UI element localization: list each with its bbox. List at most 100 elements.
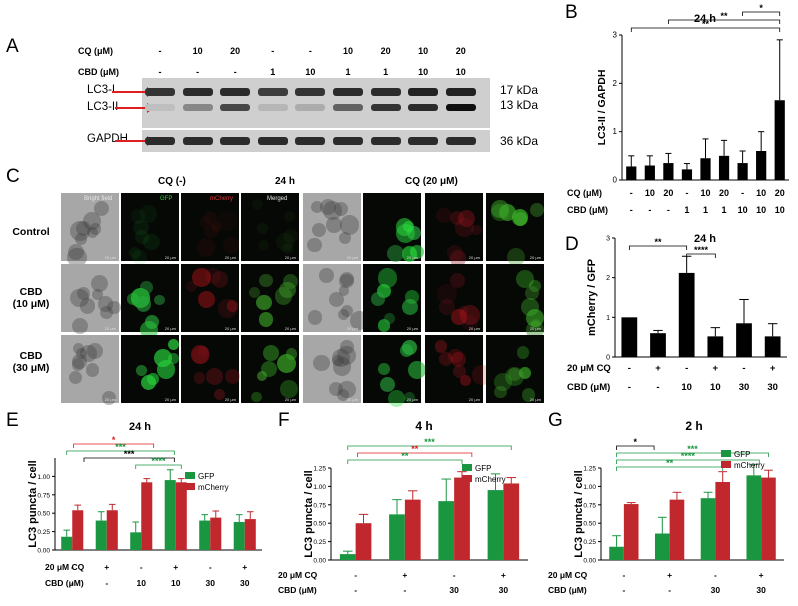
cell-blob	[506, 248, 525, 267]
cell-blob	[256, 294, 272, 311]
cq-value: -	[622, 570, 625, 580]
significance-label: ****	[694, 245, 709, 255]
cell-blob	[328, 291, 345, 308]
cq20-header: CQ (20 μM)	[405, 176, 458, 187]
significance-label: **	[666, 458, 674, 468]
cell-blob	[395, 218, 414, 236]
cell-blob	[258, 312, 274, 327]
panel-letter-d: D	[565, 234, 579, 255]
significance-bracket	[628, 245, 688, 250]
cbd-value: -	[105, 578, 108, 588]
cell-blob	[471, 224, 482, 236]
cell-blob	[326, 217, 342, 233]
cell-blob	[93, 201, 109, 217]
cq-lane-value: -	[308, 46, 312, 56]
cq-value: -	[453, 570, 456, 580]
lc3-blot	[142, 78, 490, 128]
bar	[644, 165, 655, 180]
cell-blob	[283, 273, 299, 289]
cell-blob	[516, 270, 535, 289]
cell-blob	[140, 320, 159, 339]
cq-value: -	[71, 562, 74, 572]
cell-blob	[139, 205, 158, 223]
cbd-value: 30	[711, 585, 721, 595]
bar	[233, 522, 245, 550]
cell-blob	[83, 212, 101, 231]
cbd-row-label: CBD (μM)	[567, 382, 610, 393]
cbd-value: -	[648, 205, 651, 215]
cell-blob	[448, 348, 464, 364]
bar	[700, 498, 716, 560]
cell-blob	[518, 366, 531, 379]
cell-blob	[438, 298, 456, 315]
cbd-lane-value: -	[158, 67, 162, 77]
cell-blob	[135, 296, 152, 312]
cell-blob	[79, 298, 96, 314]
cbd-row-label: CBD (μM)	[567, 205, 608, 215]
cell-blob	[72, 353, 88, 369]
cq-row-label: 20 μM CQ	[278, 570, 318, 580]
bar	[199, 520, 211, 550]
cell-blob	[101, 390, 116, 405]
scale-bar-label: 20 μm	[104, 397, 116, 402]
y-tick-label: 0.50	[37, 511, 50, 518]
micrograph: 20 μm	[61, 264, 121, 334]
y-tick-label: 3	[613, 31, 618, 40]
cell-blob	[307, 310, 323, 325]
y-tick-label: 0	[613, 176, 618, 185]
micrograph: 20 μm	[486, 193, 544, 267]
panel-letter-a: A	[6, 36, 19, 57]
band-gapdh	[408, 137, 439, 145]
cbd-row-label: CBD (μM)	[278, 585, 317, 595]
cq-value: 20	[719, 188, 729, 198]
cq-lane-value: 10	[342, 46, 353, 56]
significance-bracket	[357, 452, 473, 457]
bar	[663, 163, 674, 180]
cell-blob	[337, 309, 349, 321]
cbd-value: 30	[499, 585, 509, 595]
scale-bar-label: 20 μm	[406, 326, 418, 331]
y-tick-label: 0.50	[313, 521, 326, 528]
cbd-lane-value: 10	[418, 67, 429, 77]
cbd-value: 30	[756, 585, 766, 595]
cbd-value: -	[656, 382, 659, 393]
band-lc3ii	[408, 104, 439, 111]
cq-value: +	[655, 363, 661, 374]
cell-blob	[224, 368, 240, 385]
band-lc3i	[182, 88, 213, 96]
cell-blob	[218, 298, 238, 318]
cbd-row-label: CBD (μM)	[548, 585, 587, 595]
cell-blob	[494, 386, 507, 399]
cell-blob	[339, 273, 354, 289]
micrograph: 20 μm	[425, 335, 493, 403]
bar	[609, 546, 624, 560]
cbd-value: 10	[775, 205, 785, 215]
cell-blob	[339, 215, 359, 235]
significance-label: **	[702, 19, 710, 29]
significance-label: ***	[124, 449, 135, 459]
bar	[654, 533, 670, 560]
cell-blob	[85, 362, 100, 377]
cell-blob	[377, 268, 398, 288]
cell-blob	[307, 237, 322, 253]
band-gapdh	[445, 137, 476, 145]
cell-blob	[332, 357, 352, 376]
scale-bar-label: 20 μm	[529, 326, 541, 331]
cell-blob	[135, 365, 147, 376]
cell-blob	[79, 344, 97, 362]
band-gapdh	[370, 137, 401, 145]
cell-blob	[377, 319, 390, 332]
significance-bracket	[667, 19, 781, 24]
bar	[756, 151, 767, 180]
micrograph: 20 μm	[121, 264, 179, 339]
significance-bracket	[135, 464, 182, 469]
cbd-value: 30	[240, 578, 250, 588]
cell-blob	[508, 368, 521, 381]
y-axis-label: LC3 puncta / cell	[573, 470, 585, 557]
cq-lane-value: -	[271, 46, 275, 56]
legend-label: mCherry	[734, 461, 765, 470]
micrograph: 20 μm	[486, 264, 545, 339]
cbd-lane-value: 10	[455, 67, 466, 77]
scale-bar-label: 20 μm	[529, 255, 541, 260]
arrow-lc3ii-icon	[115, 103, 154, 113]
